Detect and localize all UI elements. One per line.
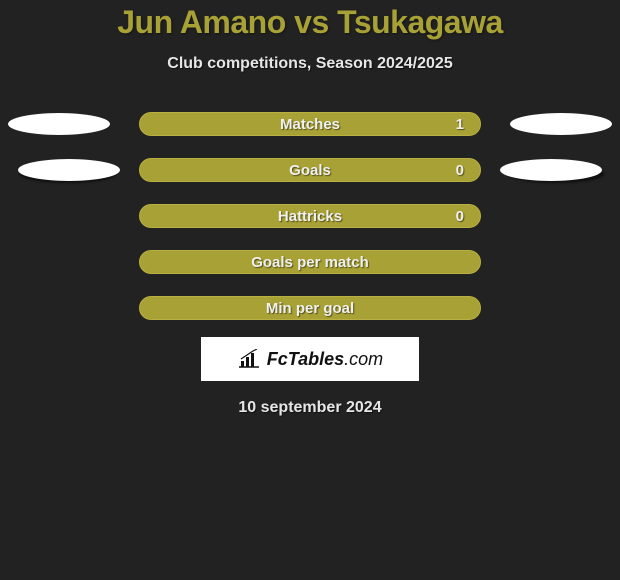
stat-value: 0 — [456, 162, 464, 179]
stat-bar: Goals 0 — [139, 158, 481, 182]
left-ellipse — [8, 113, 110, 135]
stats-list: Matches 1 Goals 0 Hattricks 0 Goals per … — [0, 113, 620, 319]
logo-text: FcTables.com — [267, 349, 383, 370]
stat-label: Goals — [289, 162, 331, 179]
right-ellipse — [510, 113, 612, 135]
stat-label: Matches — [280, 116, 340, 133]
logo-box: FcTables.com — [201, 337, 419, 381]
date-text: 10 september 2024 — [238, 399, 381, 417]
comparison-card: Jun Amano vs Tsukagawa Club competitions… — [0, 0, 620, 417]
left-ellipse — [18, 159, 120, 181]
stat-row-matches: Matches 1 — [0, 113, 620, 135]
logo-light: .com — [344, 349, 383, 369]
stat-label: Hattricks — [278, 208, 342, 225]
stat-row-mpg: Min per goal — [0, 297, 620, 319]
stat-bar: Goals per match — [139, 250, 481, 274]
logo-bold: FcTables — [267, 349, 344, 369]
stat-value: 1 — [456, 116, 464, 133]
stat-bar: Hattricks 0 — [139, 204, 481, 228]
stat-bar: Min per goal — [139, 296, 481, 320]
page-title: Jun Amano vs Tsukagawa — [117, 4, 503, 41]
right-ellipse — [500, 159, 602, 181]
bar-chart-icon — [237, 349, 261, 369]
stat-row-gpm: Goals per match — [0, 251, 620, 273]
stat-bar: Matches 1 — [139, 112, 481, 136]
stat-value: 0 — [456, 208, 464, 225]
stat-label: Goals per match — [251, 254, 369, 271]
stat-row-goals: Goals 0 — [0, 159, 620, 181]
stat-row-hattricks: Hattricks 0 — [0, 205, 620, 227]
subtitle: Club competitions, Season 2024/2025 — [167, 55, 452, 73]
stat-label: Min per goal — [266, 300, 354, 317]
